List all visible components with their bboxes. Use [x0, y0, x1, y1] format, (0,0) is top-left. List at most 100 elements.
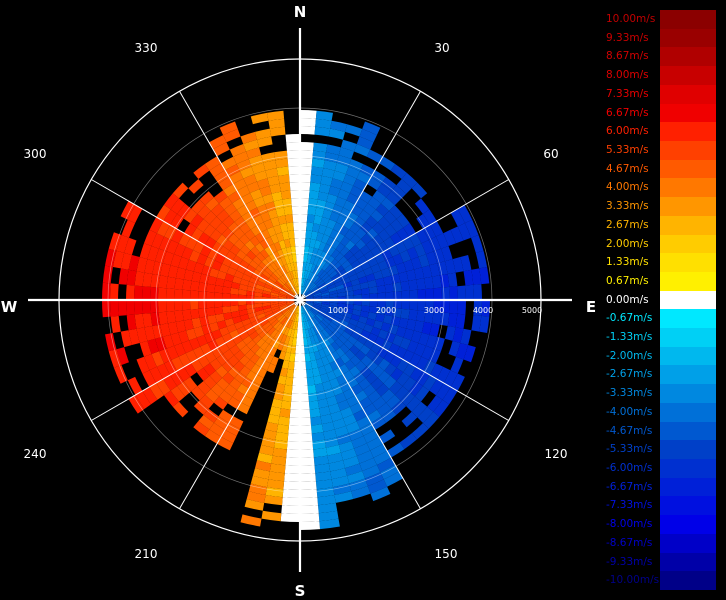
velocity-cell [222, 257, 233, 267]
velocity-cell [304, 353, 311, 362]
velocity-cell [293, 262, 298, 271]
velocity-cell [315, 341, 323, 351]
velocity-cell [291, 304, 297, 312]
legend-label: -4.67m/s [606, 424, 653, 437]
velocity-cell [246, 308, 256, 314]
velocity-cell [256, 252, 266, 262]
velocity-cell [300, 237, 306, 247]
velocity-cell [309, 309, 316, 317]
velocity-cell [174, 300, 183, 311]
legend-entry: 8.67m/s [606, 47, 716, 67]
velocity-cell [249, 277, 259, 285]
velocity-cell [331, 239, 341, 250]
velocity-cell [246, 264, 256, 273]
bearing-label: 300 [24, 147, 47, 161]
velocity-cell [365, 273, 376, 282]
velocity-cell [204, 236, 217, 249]
radar-display[interactable]: 1000 2000 3000 4000 5000 30 60 120 150 2… [0, 0, 600, 600]
velocity-cell [264, 246, 273, 256]
velocity-cell [341, 260, 351, 269]
velocity-cell [136, 327, 148, 343]
legend-label: 8.67m/s [606, 50, 649, 63]
velocity-cell [240, 166, 255, 179]
velocity-cell [293, 222, 300, 231]
velocity-cell [395, 262, 407, 274]
velocity-cell [229, 244, 241, 256]
velocity-cell [317, 495, 336, 506]
velocity-cell [355, 350, 366, 361]
velocity-cell [403, 363, 416, 377]
velocity-cell [191, 199, 206, 214]
velocity-cell [214, 285, 224, 294]
velocity-cell [166, 345, 179, 360]
velocity-cell [358, 276, 368, 284]
velocity-cell [400, 308, 410, 320]
velocity-cell [234, 321, 244, 330]
velocity-cell [326, 281, 335, 288]
velocity-cell [304, 303, 311, 310]
velocity-cell [401, 300, 411, 310]
velocity-cell [151, 351, 165, 367]
velocity-cell [326, 444, 341, 456]
velocity-cell [331, 273, 340, 281]
velocity-cell [277, 314, 285, 322]
velocity-cell [406, 396, 421, 412]
velocity-cell [315, 324, 322, 333]
velocity-cell [304, 303, 312, 309]
velocity-cell [144, 326, 156, 341]
velocity-cell [109, 283, 119, 300]
velocity-cell [337, 303, 346, 308]
velocity-cell [313, 294, 322, 298]
velocity-cell [450, 209, 465, 227]
velocity-cell [344, 229, 356, 241]
velocity-cell [324, 278, 333, 285]
legend-label: 4.00m/s [606, 181, 649, 194]
velocity-cell [255, 357, 265, 368]
velocity-cell [215, 313, 225, 323]
velocity-legend: 10.00m/s 9.33m/s 8.67m/s 8.00m/s 7.33m/s 6.67… [606, 10, 716, 590]
velocity-cell [423, 360, 436, 375]
velocity-cell [307, 271, 313, 281]
velocity-cell [290, 345, 296, 354]
velocity-cell [134, 313, 145, 329]
velocity-cell [232, 335, 243, 345]
velocity-cell [410, 256, 422, 270]
velocity-cell [261, 258, 271, 268]
velocity-cell [350, 259, 361, 269]
velocity-cell [289, 290, 296, 297]
velocity-cell [329, 290, 338, 295]
velocity-cell [343, 311, 353, 319]
velocity-cell [310, 416, 322, 426]
velocity-cell [287, 433, 300, 443]
legend-label: -7.33m/s [606, 499, 653, 512]
velocity-cell [353, 409, 367, 422]
velocity-cell [166, 240, 179, 255]
velocity-cell [349, 223, 361, 235]
velocity-cell [171, 356, 184, 371]
velocity-cell [120, 330, 132, 348]
velocity-cell [400, 391, 415, 407]
legend-swatch [660, 365, 716, 385]
velocity-cell [289, 181, 300, 191]
velocity-cell [240, 131, 257, 144]
velocity-cell [289, 409, 300, 419]
velocity-cell [314, 207, 325, 217]
velocity-cell [228, 233, 240, 245]
velocity-cell [353, 289, 362, 296]
legend-label: 9.33m/s [606, 31, 649, 44]
velocity-cell [295, 245, 300, 255]
velocity-cell [310, 359, 319, 369]
velocity-cell [408, 279, 418, 291]
velocity-cell [254, 170, 268, 182]
velocity-cell [258, 316, 268, 323]
velocity-cell [215, 222, 228, 235]
velocity-cell [327, 344, 336, 354]
velocity-cell [329, 332, 339, 342]
velocity-cell [190, 308, 200, 320]
velocity-cell [292, 270, 297, 279]
velocity-cell [328, 403, 341, 414]
velocity-cell [222, 300, 231, 307]
velocity-cell [338, 256, 348, 266]
velocity-cell [292, 278, 297, 287]
velocity-cell [252, 334, 262, 344]
